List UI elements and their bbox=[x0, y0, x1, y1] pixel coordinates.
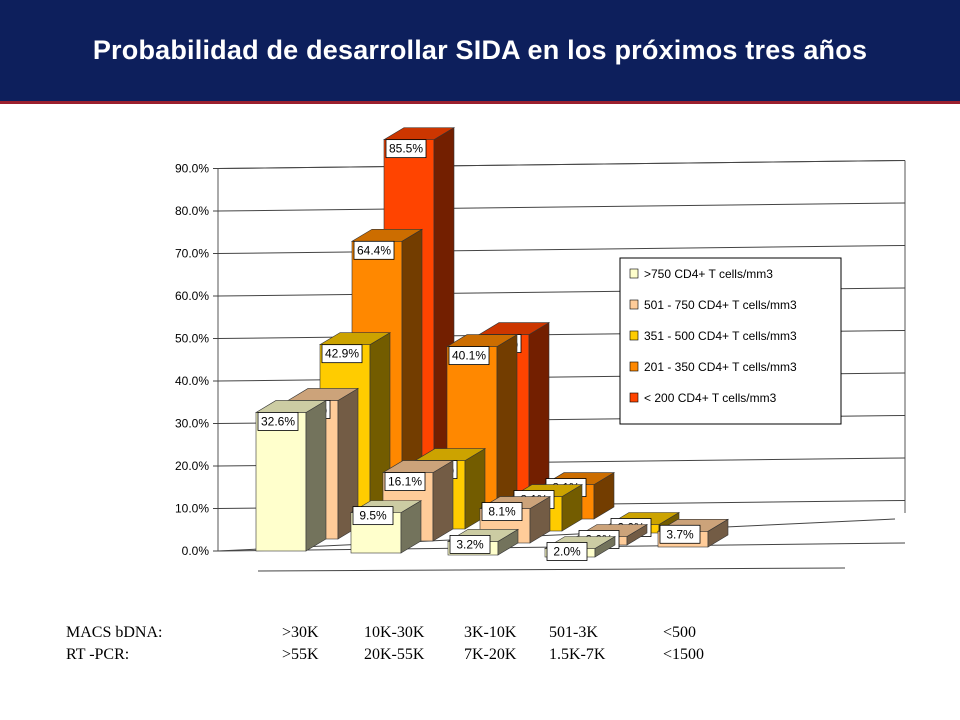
data-label-box bbox=[257, 412, 299, 431]
legend-label: 351 - 500 CD4+ T cells/mm3 bbox=[644, 329, 797, 343]
y-tick-label: 10.0% bbox=[175, 502, 209, 516]
threshold-cell: <500 bbox=[663, 624, 697, 641]
bar-side bbox=[528, 322, 550, 506]
legend-swatch bbox=[629, 299, 639, 310]
data-label-box bbox=[449, 535, 491, 554]
data-label: 85.5% bbox=[389, 142, 423, 156]
threshold-cell: 10K-30K bbox=[364, 624, 425, 641]
bar-side bbox=[432, 460, 454, 542]
data-label: 2.0% bbox=[553, 545, 581, 559]
legend-label: 501 - 750 CD4+ T cells/mm3 bbox=[644, 298, 797, 312]
floor-front-edge bbox=[257, 567, 846, 572]
data-label: 3.7% bbox=[666, 527, 694, 541]
data-label: 3.2% bbox=[456, 537, 484, 551]
data-label: 32.6% bbox=[261, 414, 295, 428]
data-label-box bbox=[384, 472, 426, 491]
y-tick-label: 40.0% bbox=[175, 374, 209, 388]
legend-label: < 200 CD4+ T cells/mm3 bbox=[644, 391, 777, 405]
y-tick-label: 80.0% bbox=[175, 204, 209, 218]
legend-label: 201 - 350 CD4+ T cells/mm3 bbox=[644, 360, 797, 374]
threshold-cell: 1.5K-7K bbox=[549, 646, 606, 663]
data-label: 64.4% bbox=[357, 243, 391, 257]
title-bar: Probabilidad de desarrollar SIDA en los … bbox=[0, 0, 960, 104]
threshold-cell: 501-3K bbox=[549, 624, 598, 641]
data-label-box bbox=[481, 502, 523, 521]
legend-swatch bbox=[629, 392, 639, 403]
data-label-box bbox=[353, 240, 395, 260]
bar-front bbox=[255, 412, 307, 552]
legend-swatch bbox=[629, 268, 639, 279]
data-label-box bbox=[321, 344, 363, 364]
bar-side bbox=[496, 334, 518, 518]
legend-swatch bbox=[629, 330, 639, 341]
page-title: Probabilidad de desarrollar SIDA en los … bbox=[92, 35, 868, 65]
threshold-cell: >30K bbox=[282, 624, 319, 641]
gridline bbox=[217, 202, 906, 212]
y-tick-label: 0.0% bbox=[182, 544, 210, 558]
threshold-cell: <1500 bbox=[663, 646, 705, 663]
data-label: 42.9% bbox=[325, 347, 359, 361]
legend-box bbox=[619, 257, 842, 425]
gridline bbox=[217, 160, 906, 169]
threshold-cell: >55K bbox=[282, 646, 319, 663]
threshold-cell: 7K-20K bbox=[464, 646, 517, 663]
threshold-cell: 20K-55K bbox=[364, 646, 425, 663]
y-tick-label: 20.0% bbox=[175, 459, 209, 473]
data-label-box bbox=[385, 139, 427, 159]
legend-swatch bbox=[629, 361, 639, 372]
legend-label: >750 CD4+ T cells/mm3 bbox=[644, 267, 773, 281]
floor-back-edge bbox=[217, 518, 896, 552]
data-label: 40.1% bbox=[452, 349, 486, 363]
threshold-cell: 3K-10K bbox=[464, 624, 517, 641]
data-label: 9.5% bbox=[359, 509, 387, 523]
threshold-row-label: RT -PCR: bbox=[66, 646, 130, 663]
data-label-box bbox=[448, 346, 490, 365]
data-label-box bbox=[659, 524, 701, 544]
y-tick-label: 60.0% bbox=[175, 289, 209, 303]
y-tick-label: 70.0% bbox=[175, 247, 209, 261]
data-label: 8.1% bbox=[488, 505, 516, 519]
y-tick-label: 30.0% bbox=[175, 417, 209, 431]
data-label: 16.1% bbox=[388, 475, 422, 489]
gridline bbox=[217, 245, 906, 254]
data-label-box bbox=[546, 542, 588, 561]
threshold-row-label: MACS bDNA: bbox=[66, 624, 163, 641]
y-tick-label: 90.0% bbox=[175, 162, 209, 176]
y-tick-label: 50.0% bbox=[175, 332, 209, 346]
bar-side bbox=[305, 399, 327, 552]
data-label-box bbox=[352, 506, 394, 526]
bar bbox=[254, 399, 328, 552]
